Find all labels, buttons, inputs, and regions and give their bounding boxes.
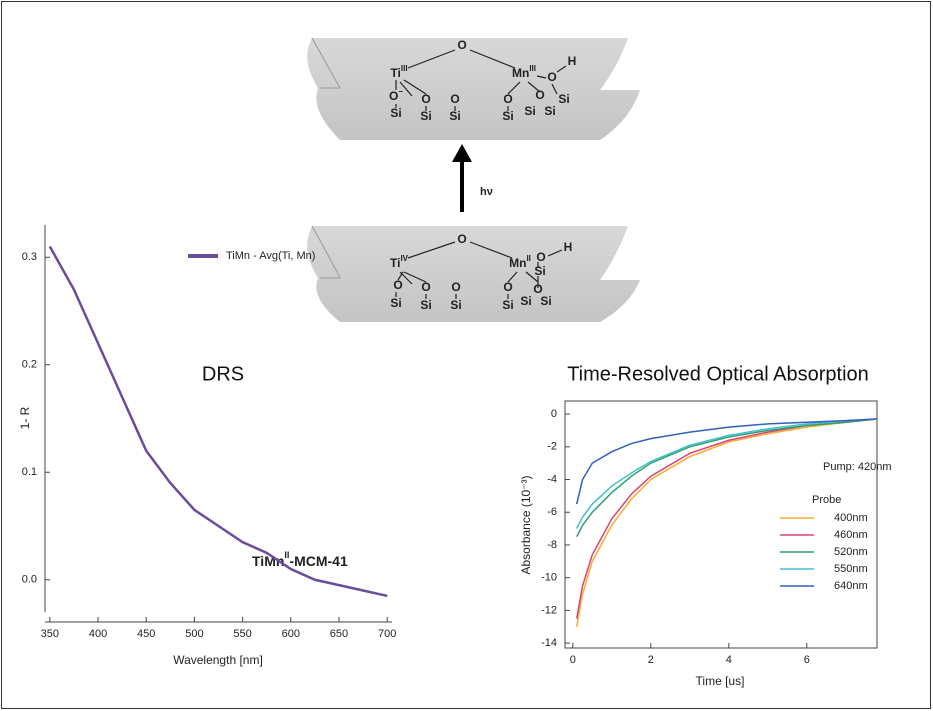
x-tick-label: 400: [89, 628, 107, 640]
surface-edge: [311, 225, 341, 279]
bottom-structure: TiIV O MnII O H Si O Si O Si O Si O Si O…: [307, 225, 640, 322]
x-axis-label: Time [us]: [696, 674, 745, 688]
atom: Si: [520, 294, 531, 308]
atom: O: [393, 278, 402, 292]
legend-label: 550nm: [834, 563, 868, 575]
y-tick-label: -6: [547, 506, 557, 518]
y-tick-label: 0.2: [22, 359, 37, 371]
atom: O: [535, 88, 544, 102]
x-tick-label: 6: [804, 654, 810, 666]
series-line: [48, 245, 388, 598]
y-tick-label: -10: [541, 572, 557, 584]
atom: O: [421, 280, 430, 294]
atom: O: [457, 232, 466, 246]
series-line: [575, 418, 878, 619]
atom: H: [564, 240, 573, 254]
atom: Si: [558, 92, 569, 106]
atom: O: [536, 250, 545, 264]
atom: Si: [544, 104, 555, 118]
y-tick-label: -8: [547, 539, 557, 551]
atom: Si: [502, 298, 513, 312]
y-tick-label: 0: [551, 408, 557, 420]
chart-title: Time-Resolved Optical Absorption: [567, 363, 869, 385]
y-tick-label: -12: [541, 604, 557, 616]
bonds: [395, 241, 563, 299]
atom: Si: [420, 298, 431, 312]
atom: MnIII: [512, 64, 536, 80]
x-tick-label: 4: [726, 654, 732, 666]
x-tick-label: 2: [648, 654, 654, 666]
atom: O: [450, 92, 459, 106]
legend-label: TiMn - Avg(Ti, Mn): [226, 250, 315, 262]
atom: TiIV: [390, 254, 409, 270]
silica-surface: [307, 226, 640, 322]
x-tick-label: 0: [570, 654, 576, 666]
y-axis-label: 1- R: [18, 406, 32, 429]
y-tick-label: -4: [547, 473, 557, 485]
arrow-head: [452, 144, 472, 162]
x-tick-label: 600: [282, 628, 300, 640]
x-tick-label: 550: [233, 628, 251, 640]
atom: MnII: [509, 254, 531, 270]
atom: H: [568, 54, 577, 68]
atom: O: [421, 92, 430, 106]
atom: Si: [502, 109, 513, 123]
legend-label: 640nm: [834, 580, 868, 592]
y-tick-label: 0.1: [22, 466, 37, 478]
surface-edge: [311, 37, 341, 89]
atom: Si: [390, 106, 401, 120]
x-axis-label: Wavelength [nm]: [173, 653, 263, 667]
atom: O: [451, 280, 460, 294]
top-structure: TiIII O MnIII O H Si O− Si O Si O Si O S…: [307, 37, 640, 140]
atom: Si: [390, 296, 401, 310]
series-line: [575, 418, 878, 505]
series-line: [576, 418, 878, 529]
y-tick-label: -2: [547, 441, 557, 453]
atom: TiIII: [390, 64, 407, 80]
atom: O: [503, 280, 512, 294]
chart-title: DRS: [202, 363, 244, 385]
y-tick-label: -14: [541, 637, 557, 649]
atom: Si: [540, 294, 551, 308]
series-line: [575, 418, 878, 627]
legend-title: Probe: [812, 494, 841, 506]
legend-label: 460nm: [834, 529, 868, 541]
atom: Si: [524, 104, 535, 118]
atom: O: [547, 70, 556, 84]
silica-surface: [307, 38, 640, 140]
legend-label: 400nm: [834, 512, 868, 524]
legend-label: 520nm: [834, 546, 868, 558]
annotation: Pump: 420nm: [823, 461, 891, 473]
atom: O: [457, 38, 466, 52]
x-tick-label: 450: [137, 628, 155, 640]
x-tick-label: 500: [185, 628, 203, 640]
atom: O: [533, 282, 542, 296]
atom: Si: [449, 109, 460, 123]
atom: O: [503, 92, 512, 106]
atom: Si: [420, 109, 431, 123]
atom: Si: [534, 264, 545, 278]
arrow-label: hν: [480, 186, 493, 198]
x-tick-label: 650: [330, 628, 348, 640]
x-tick-label: 350: [41, 628, 59, 640]
annotation: TiMnII-MCM-41: [252, 550, 348, 568]
y-tick-label: 0.3: [22, 251, 37, 263]
plot-frame: [564, 400, 878, 649]
y-tick-label: 0.0: [22, 574, 37, 586]
y-axis-label: Absorbance (10⁻³): [519, 475, 533, 574]
series-line: [576, 418, 878, 538]
atom: O−: [389, 87, 403, 103]
x-tick-label: 700: [378, 628, 396, 640]
bonds: [395, 49, 567, 111]
atom: Si: [450, 298, 461, 312]
